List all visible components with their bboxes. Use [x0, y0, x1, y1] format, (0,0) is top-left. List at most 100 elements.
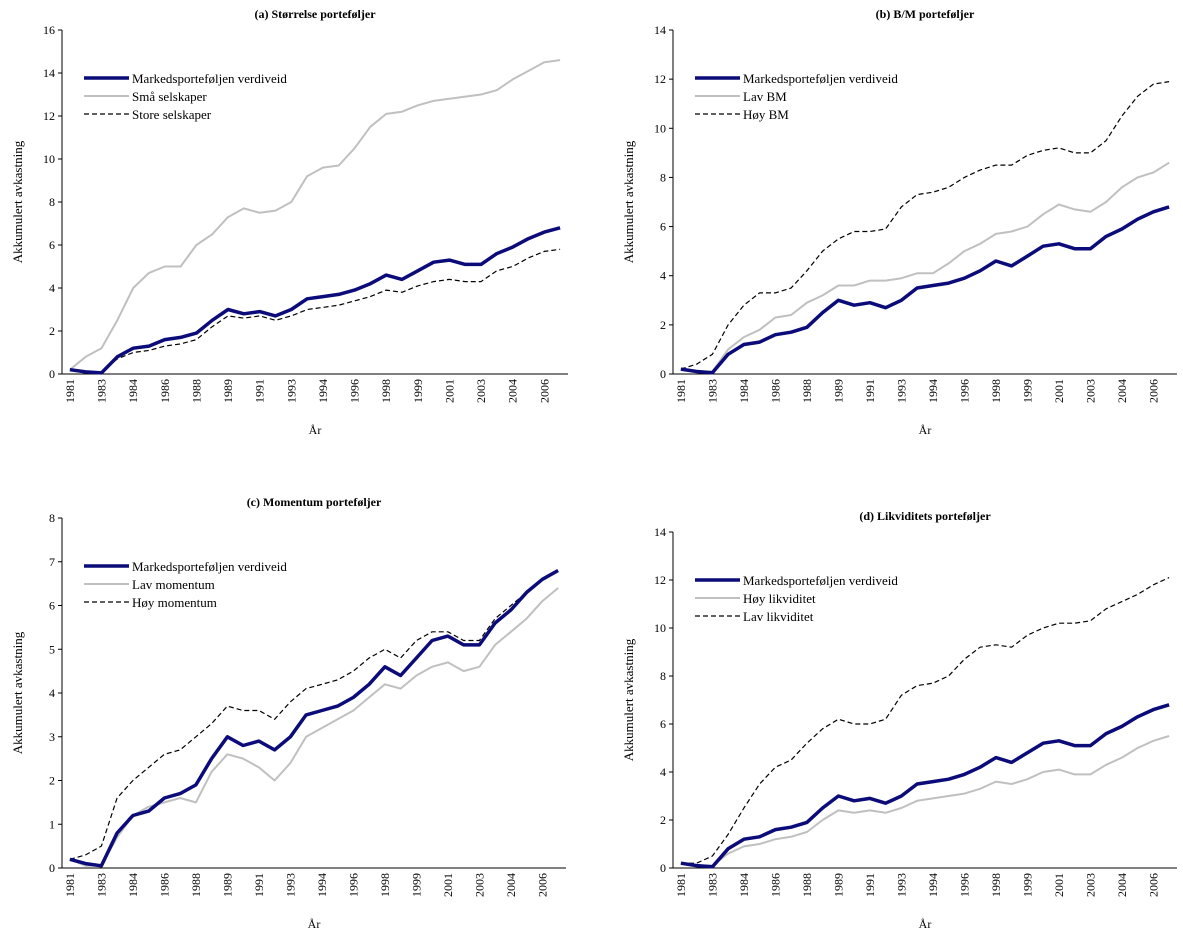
- y-tick-label: 4: [660, 269, 666, 283]
- x-tick-label: 1998: [379, 379, 393, 403]
- x-tick-label: 1993: [284, 379, 298, 403]
- subplot: (b) B/M porteføljer 0 2 4 6 8 10 12 14 1981 1983 19…: [621, 7, 1177, 437]
- y-tick-label: 6: [49, 238, 55, 252]
- x-tick-label: 1991: [253, 379, 267, 403]
- x-axis-label: År: [919, 917, 932, 931]
- x-tick-label: 1998: [989, 873, 1003, 897]
- x-tick-label: 1996: [957, 379, 971, 403]
- x-tick-label: 1989: [221, 379, 235, 403]
- x-tick-label: 1986: [768, 873, 782, 897]
- y-tick-label: 5: [49, 642, 55, 656]
- x-tick-label: 2004: [506, 379, 520, 403]
- x-tick-label: 1986: [158, 379, 172, 403]
- legend-label: Lav likviditet: [743, 609, 814, 624]
- y-tick-label: 14: [654, 23, 666, 37]
- series-line: [680, 577, 1170, 864]
- y-axis-label: Akkumulert avkastning: [10, 140, 25, 263]
- x-axis-label: År: [309, 423, 322, 437]
- y-tick-label: 12: [654, 573, 666, 587]
- chart-title: (d) Likviditets porteføljer: [859, 509, 991, 523]
- subplot: (d) Likviditets porteføljer 0 2 4 6 8 10 12 14 19…: [621, 509, 1177, 931]
- x-tick-label: 2001: [441, 873, 455, 897]
- y-tick-label: 10: [43, 152, 55, 166]
- x-tick-label: 1998: [378, 873, 392, 897]
- x-tick-label: 2006: [1146, 379, 1160, 403]
- chart-title: (b) B/M porteføljer: [876, 7, 975, 21]
- legend-label: Markedsporteføljen verdiveid: [743, 71, 898, 86]
- y-tick-label: 0: [49, 367, 55, 381]
- series-line: [680, 703, 1170, 869]
- x-tick-label: 1994: [315, 873, 329, 897]
- series-line: [69, 568, 559, 868]
- x-tick-label: 1986: [768, 379, 782, 403]
- x-tick-label: 2001: [442, 379, 456, 403]
- x-tick-label: 1988: [189, 873, 203, 897]
- x-tick-label: 2003: [1083, 873, 1097, 897]
- y-tick-label: 14: [654, 525, 666, 539]
- y-tick-label: 0: [660, 367, 666, 381]
- legend-label: Markedsporteføljen verdiveid: [743, 573, 898, 588]
- y-tick-label: 1: [49, 817, 55, 831]
- x-tick-label: 1984: [126, 379, 140, 403]
- y-axis-label: Akkumulert avkastning: [621, 638, 636, 761]
- y-tick-label: 6: [660, 717, 666, 731]
- x-tick-label: 1996: [348, 379, 362, 403]
- x-tick-label: 1993: [283, 873, 297, 897]
- legend-label: Små selskaper: [132, 89, 207, 104]
- x-tick-label: 1988: [800, 379, 814, 403]
- legend-label: Lav momentum: [132, 577, 215, 592]
- y-tick-label: 6: [49, 599, 55, 613]
- x-tick-label: 1981: [674, 379, 688, 403]
- y-axis-label: Akkumulert avkastning: [621, 140, 636, 263]
- y-tick-label: 8: [49, 511, 55, 525]
- series-line: [69, 59, 561, 371]
- y-tick-label: 14: [43, 66, 55, 80]
- x-tick-label: 1989: [220, 873, 234, 897]
- y-tick-label: 2: [49, 774, 55, 788]
- series-line: [69, 226, 561, 375]
- x-tick-label: 1998: [989, 379, 1003, 403]
- x-tick-label: 1983: [95, 379, 109, 403]
- x-tick-label: 1988: [800, 873, 814, 897]
- y-tick-label: 4: [49, 686, 55, 700]
- chart-title: (c) Momentum porteføljer: [247, 495, 382, 509]
- y-tick-label: 8: [660, 669, 666, 683]
- x-tick-label: 2004: [504, 873, 518, 897]
- y-tick-label: 2: [49, 324, 55, 338]
- x-tick-label: 2006: [1146, 873, 1160, 897]
- x-tick-label: 2006: [537, 379, 551, 403]
- subplot: (c) Momentum porteføljer 0 1 2 3 4 5 6 7 8 1981 198…: [10, 495, 566, 931]
- x-tick-label: 1999: [411, 379, 425, 403]
- x-tick-label: 2003: [1083, 379, 1097, 403]
- x-axis-label: År: [308, 917, 321, 931]
- x-tick-label: 2004: [1115, 379, 1129, 403]
- legend-label: Høy momentum: [132, 595, 217, 610]
- x-tick-label: 1989: [831, 873, 845, 897]
- y-tick-label: 8: [660, 170, 666, 184]
- x-tick-label: 1986: [157, 873, 171, 897]
- x-tick-label: 1981: [63, 873, 77, 897]
- x-tick-label: 2001: [1052, 379, 1066, 403]
- x-tick-label: 2004: [1115, 873, 1129, 897]
- x-tick-label: 2003: [474, 379, 488, 403]
- series-line: [680, 735, 1170, 867]
- y-tick-label: 2: [660, 318, 666, 332]
- legend-label: Markedsporteføljen verdiveid: [132, 71, 287, 86]
- y-tick-label: 10: [654, 121, 666, 135]
- x-tick-label: 1983: [94, 873, 108, 897]
- y-tick-label: 0: [660, 861, 666, 875]
- x-tick-label: 1999: [1020, 873, 1034, 897]
- x-tick-label: 1994: [926, 379, 940, 403]
- y-tick-label: 7: [49, 555, 55, 569]
- x-tick-label: 1991: [252, 873, 266, 897]
- x-tick-label: 1996: [957, 873, 971, 897]
- x-tick-label: 1981: [674, 873, 688, 897]
- series-line: [680, 205, 1170, 375]
- x-tick-label: 1981: [63, 379, 77, 403]
- legend-label: Høy BM: [743, 107, 789, 122]
- x-tick-label: 1988: [189, 379, 203, 403]
- x-tick-label: 1994: [926, 873, 940, 897]
- series-line: [69, 587, 559, 867]
- x-tick-label: 2003: [472, 873, 486, 897]
